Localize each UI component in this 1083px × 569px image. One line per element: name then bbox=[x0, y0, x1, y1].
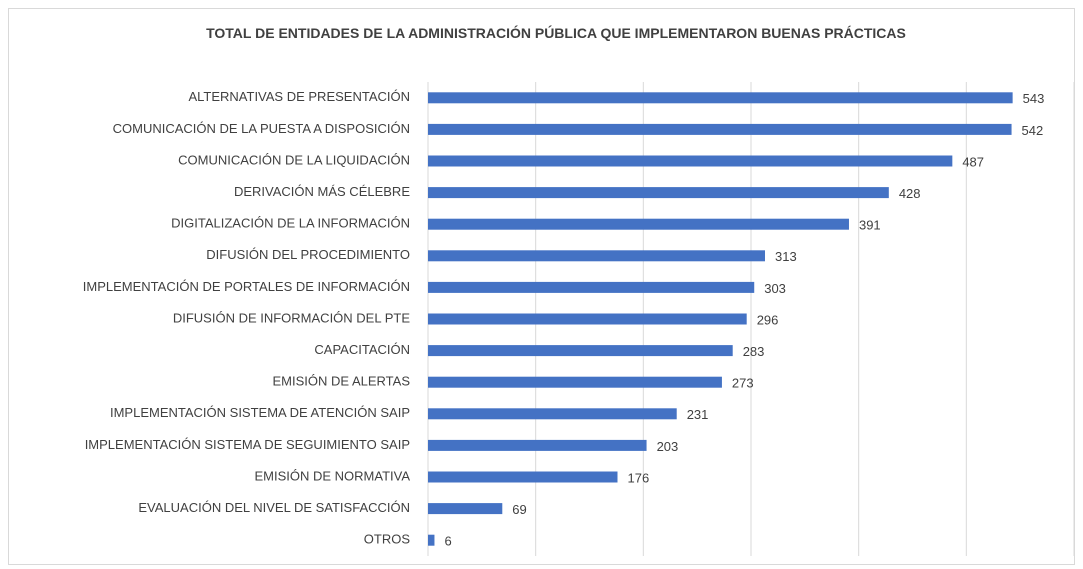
bar bbox=[428, 281, 755, 293]
bar bbox=[428, 471, 618, 483]
y-tick-label: IMPLEMENTACIÓN DE PORTALES DE INFORMACIÓ… bbox=[83, 279, 410, 294]
value-label: 487 bbox=[962, 154, 984, 169]
value-label: 428 bbox=[899, 186, 921, 201]
value-label: 283 bbox=[743, 344, 765, 359]
bar bbox=[428, 503, 503, 515]
bar bbox=[428, 187, 889, 199]
bar bbox=[428, 345, 733, 357]
y-tick-label: ALTERNATIVAS DE PRESENTACIÓN bbox=[188, 89, 410, 104]
y-tick-label: CAPACITACIÓN bbox=[314, 342, 410, 357]
value-label: 231 bbox=[687, 407, 709, 422]
y-tick-label: IMPLEMENTACIÓN SISTEMA DE ATENCIÓN SAIP bbox=[110, 405, 410, 420]
value-label: 273 bbox=[732, 376, 754, 391]
y-tick-label: EMISIÓN DE ALERTAS bbox=[272, 374, 410, 389]
value-label: 542 bbox=[1022, 123, 1044, 138]
value-label: 203 bbox=[657, 439, 679, 454]
y-tick-label: OTROS bbox=[364, 532, 411, 547]
value-label: 543 bbox=[1023, 91, 1045, 106]
bar bbox=[428, 439, 647, 451]
value-label: 313 bbox=[775, 249, 797, 264]
value-label: 296 bbox=[757, 312, 779, 327]
y-tick-label: EMISIÓN DE NORMATIVA bbox=[254, 468, 410, 483]
y-tick-label: COMUNICACIÓN DE LA LIQUIDACIÓN bbox=[178, 152, 410, 167]
y-tick-label: DIFUSIÓN DE INFORMACIÓN DEL PTE bbox=[173, 310, 410, 325]
bar bbox=[428, 534, 435, 546]
y-tick-label: DERIVACIÓN MÁS CÉLEBRE bbox=[234, 184, 410, 199]
y-tick-label: IMPLEMENTACIÓN SISTEMA DE SEGUIMIENTO SA… bbox=[85, 437, 410, 452]
value-label: 6 bbox=[444, 534, 451, 549]
y-tick-label: DIGITALIZACIÓN DE LA INFORMACIÓN bbox=[171, 216, 410, 231]
bar bbox=[428, 123, 1012, 135]
value-label: 391 bbox=[859, 218, 881, 233]
bar bbox=[428, 155, 953, 167]
bar bbox=[428, 376, 722, 388]
y-tick-label: EVALUACIÓN DEL NIVEL DE SATISFACCIÓN bbox=[138, 500, 410, 515]
value-label: 176 bbox=[627, 470, 649, 485]
y-tick-label: COMUNICACIÓN DE LA PUESTA A DISPOSICIÓN bbox=[113, 121, 410, 136]
bar bbox=[428, 92, 1013, 104]
bar bbox=[428, 408, 677, 420]
value-label: 303 bbox=[764, 281, 786, 296]
bar bbox=[428, 218, 849, 230]
chart-title: TOTAL DE ENTIDADES DE LA ADMINISTRACIÓN … bbox=[206, 25, 906, 41]
y-tick-label: DIFUSIÓN DEL PROCEDIMIENTO bbox=[206, 247, 410, 262]
bar bbox=[428, 250, 765, 262]
value-label: 69 bbox=[512, 502, 526, 517]
bar bbox=[428, 313, 747, 325]
